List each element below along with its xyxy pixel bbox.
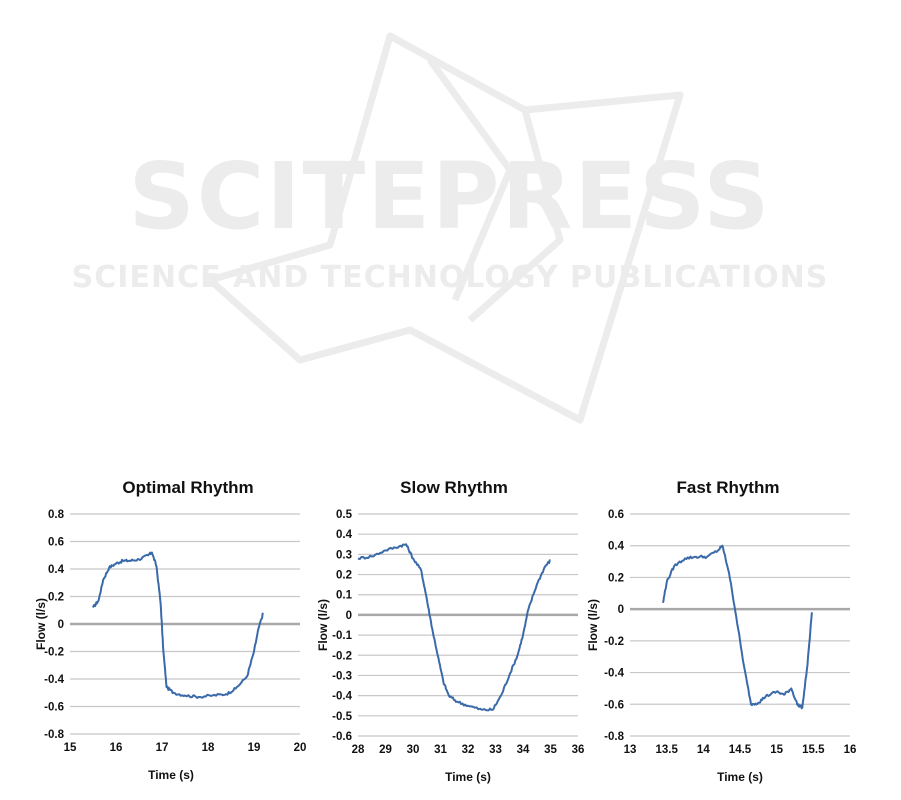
optimal-y-axis-label: Flow (l/s) <box>34 598 48 650</box>
optimal-x-tick-label: 17 <box>156 742 169 754</box>
optimal-rhythm-chart: Optimal Rhythm 0.8 0.6 0.4 0.2 0 -0.2 -0.4 -0.6 -… <box>0 460 306 800</box>
optimal-y-tick-label: 0 <box>58 619 64 631</box>
slow-rhythm-chart: Slow Rhythm 0.5 0.4 0.3 0.2 0.1 0 -0.1 -0.2 -0.3 -… <box>300 460 600 800</box>
slow-y-tick-label: 0.1 <box>336 590 353 602</box>
fast-y-tick-label: 0.2 <box>608 572 624 584</box>
slow-y-tick-label: 0.5 <box>336 509 353 521</box>
slow-x-tick-label: 30 <box>407 744 420 756</box>
fast-chart-title: Fast Rhythm <box>677 478 780 497</box>
fast-x-tick-label: 13 <box>624 744 637 756</box>
slow-x-tick-label: 36 <box>572 744 585 756</box>
optimal-y-tick-label: 0.6 <box>48 537 64 549</box>
watermark-tagline: SCIENCE AND TECHNOLOGY PUBLICATIONS <box>72 260 829 295</box>
slow-y-tick-label: -0.2 <box>332 650 352 662</box>
slow-y-tick-label: 0.4 <box>336 529 353 541</box>
optimal-y-tick-label: 0.2 <box>48 592 64 604</box>
slow-y-tick-label: -0.4 <box>332 691 352 703</box>
fast-x-tick-label: 15.5 <box>802 744 825 756</box>
optimal-y-tick-label: 0.8 <box>48 509 65 521</box>
slow-x-tick-label: 33 <box>489 744 502 756</box>
optimal-y-tick-label: -0.6 <box>44 702 64 714</box>
optimal-y-tick-label: -0.2 <box>44 647 64 659</box>
slow-x-tick-label: 28 <box>352 744 365 756</box>
optimal-y-tick-label: 0.4 <box>48 564 65 576</box>
fast-y-tick-label: -0.4 <box>604 668 624 680</box>
optimal-x-tick-label: 19 <box>248 742 261 754</box>
fast-y-tick-label: -0.6 <box>604 699 624 711</box>
fast-flow-series-line <box>662 544 813 710</box>
slow-flow-series-line <box>357 543 551 712</box>
slow-x-tick-label: 31 <box>434 744 447 756</box>
slow-chart-title: Slow Rhythm <box>400 478 508 497</box>
scitepress-watermark-logo: SCITEPRESS SCIENCE AND TECHNOLOGY PUBLIC… <box>72 32 829 424</box>
slow-y-tick-label: -0.5 <box>332 711 352 723</box>
fast-x-tick-label: 15 <box>770 744 783 756</box>
fast-y-tick-label: -0.8 <box>604 731 624 743</box>
fast-y-axis-label: Flow (l/s) <box>586 599 600 651</box>
optimal-y-tick-label: -0.8 <box>44 729 64 741</box>
slow-y-tick-label: -0.6 <box>332 731 352 743</box>
slow-y-tick-label: 0.2 <box>336 570 352 582</box>
fast-y-tick-label: 0.4 <box>608 541 625 553</box>
slow-y-tick-label: 0.3 <box>336 549 352 561</box>
slow-y-axis-label: Flow (l/s) <box>316 599 330 651</box>
fast-x-tick-label: 14.5 <box>729 744 752 756</box>
optimal-x-tick-label: 15 <box>64 742 77 754</box>
slow-x-axis-label: Time (s) <box>445 770 491 784</box>
optimal-flow-series-line <box>92 551 265 699</box>
slow-y-tick-label: -0.3 <box>332 670 352 682</box>
slow-x-tick-label: 32 <box>462 744 475 756</box>
slow-x-tick-label: 34 <box>517 744 530 756</box>
watermark-brand: SCITEPRESS <box>128 143 771 250</box>
optimal-x-tick-label: 18 <box>202 742 215 754</box>
slow-x-tick-label: 29 <box>379 744 392 756</box>
fast-y-tick-label: -0.2 <box>604 636 624 648</box>
fast-x-tick-label: 13.5 <box>655 744 678 756</box>
optimal-x-tick-label: 16 <box>110 742 123 754</box>
fast-x-tick-label: 16 <box>844 744 857 756</box>
slow-y-tick-label: 0 <box>346 610 352 622</box>
slow-y-tick-label: -0.1 <box>332 630 352 642</box>
optimal-y-tick-label: -0.4 <box>44 674 64 686</box>
fast-x-axis-label: Time (s) <box>717 770 763 784</box>
optimal-chart-title: Optimal Rhythm <box>122 478 253 497</box>
optimal-x-axis-label: Time (s) <box>148 768 194 782</box>
fast-y-tick-label: 0.6 <box>608 509 624 521</box>
fast-x-tick-label: 14 <box>697 744 710 756</box>
slow-x-tick-label: 35 <box>544 744 557 756</box>
fast-rhythm-chart: Fast Rhythm 0.6 0.4 0.2 0 -0.2 -0.4 -0.6 -0.8 13 1… <box>586 460 900 800</box>
fast-y-tick-label: 0 <box>618 604 624 616</box>
optimal-x-tick-label: 20 <box>294 742 307 754</box>
